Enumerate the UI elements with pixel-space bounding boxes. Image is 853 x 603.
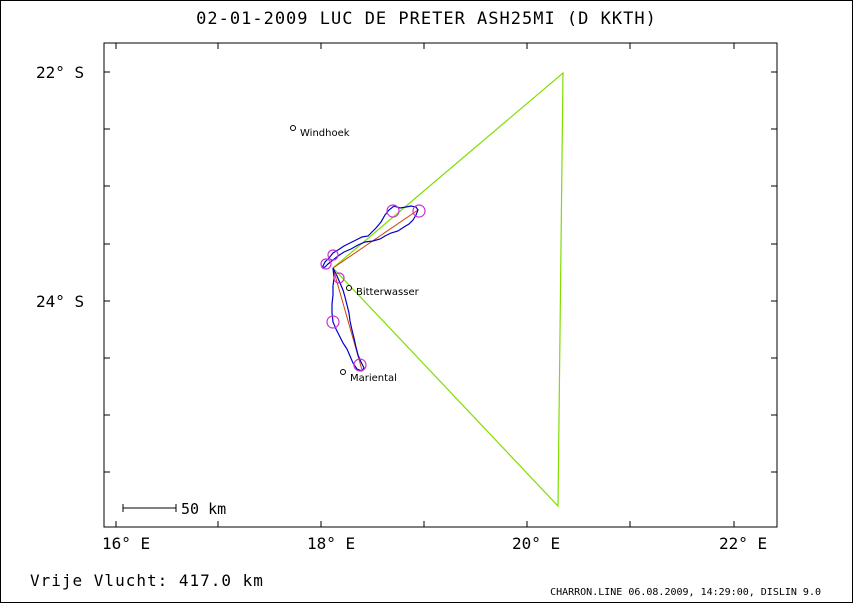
place-marker-windhoek (290, 125, 296, 131)
top-ticks (115, 43, 735, 49)
turnpoint-circle (412, 204, 426, 218)
turnpoint-circle (320, 258, 332, 270)
place-label-mariental: Mariental (350, 373, 397, 384)
lat-label-22s: 22° S (36, 63, 84, 82)
scale-bar (122, 504, 177, 512)
lon-label-20e: 20° E (512, 534, 560, 553)
map-border (103, 42, 778, 528)
bottom-ticks (115, 521, 735, 527)
place-marker-mariental (340, 369, 346, 375)
scale-label: 50 km (181, 500, 226, 518)
left-ticks (104, 71, 110, 473)
turnpoint-circle (327, 249, 339, 261)
distance-label: Vrije Vlucht: 417.0 km (30, 571, 264, 590)
turnpoint-circle (326, 315, 340, 329)
place-label-bitterwasser: Bitterwasser (356, 287, 420, 298)
lat-label-24s: 24° S (36, 292, 84, 311)
place-marker-bitterwasser (346, 285, 352, 291)
place-label-windhoek: Windhoek (300, 128, 350, 139)
page-title: 02-01-2009 LUC DE PRETER ASH25MI (D KKTH… (196, 9, 657, 29)
turnpoint-circle (386, 204, 400, 218)
task-legs (332, 209, 419, 371)
lon-label-22e: 22° E (719, 534, 767, 553)
lon-label-16e: 16° E (102, 534, 150, 553)
software-info: CHARRON.LINE 06.08.2009, 14:29:00, DISLI… (550, 587, 821, 598)
turnpoint-circle (333, 272, 345, 284)
lon-label-18e: 18° E (307, 534, 355, 553)
task-triangle (332, 71, 564, 508)
right-ticks (771, 71, 777, 473)
turnpoint-circle (353, 358, 367, 372)
